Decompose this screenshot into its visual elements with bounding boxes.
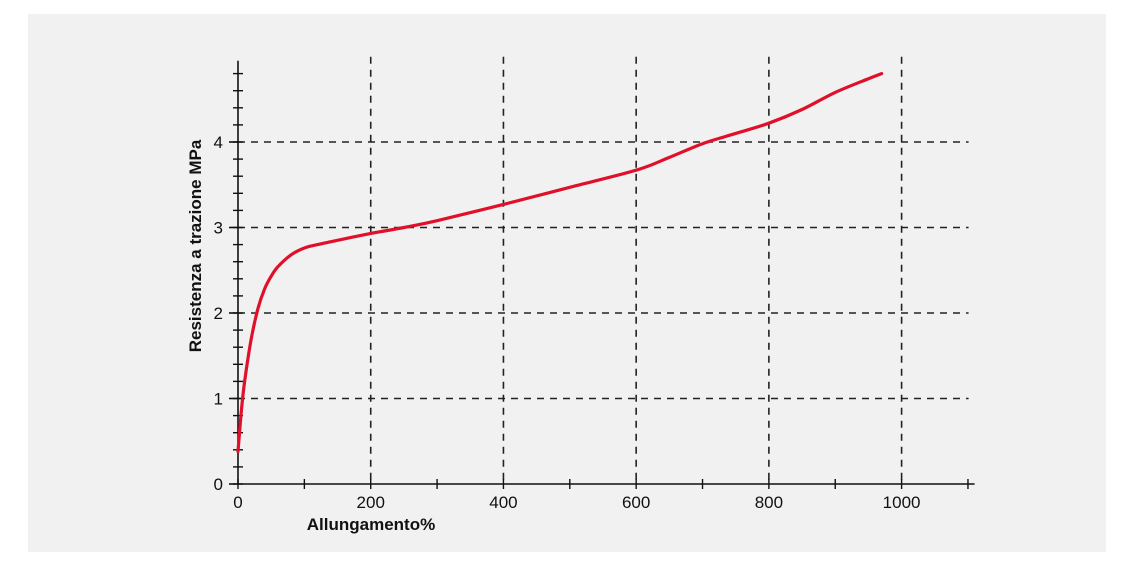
- data-series: [236, 72, 884, 454]
- axes: [237, 60, 975, 485]
- x-tick-label: 200: [357, 493, 385, 512]
- x-tick-label: 400: [489, 493, 517, 512]
- y-tick-label: 4: [214, 133, 223, 152]
- axis-ticks: 0 200 400 600 800 1000 0 1 2 3 4: [214, 72, 969, 512]
- grid-lines: [238, 56, 969, 484]
- x-tick-label: 600: [622, 493, 650, 512]
- y-tick-label: 0: [214, 475, 223, 494]
- y-tick-label: 1: [214, 390, 223, 409]
- x-axis-title: Allungamento%: [307, 515, 435, 534]
- x-tick-label: 0: [233, 493, 242, 512]
- y-tick-label: 2: [214, 304, 223, 323]
- series-line: [236, 72, 884, 454]
- x-tick-label: 800: [755, 493, 783, 512]
- y-tick-label: 3: [214, 219, 223, 238]
- x-tick-label: 1000: [883, 493, 921, 512]
- tensile-chart: 0 200 400 600 800 1000 0 1 2 3 4 Allungamento% Res…: [186, 56, 975, 534]
- chart-panel: 0 200 400 600 800 1000 0 1 2 3 4 Allungamento% Res…: [28, 14, 1106, 552]
- y-axis-title: Resistenza a trazione MPa: [186, 139, 205, 352]
